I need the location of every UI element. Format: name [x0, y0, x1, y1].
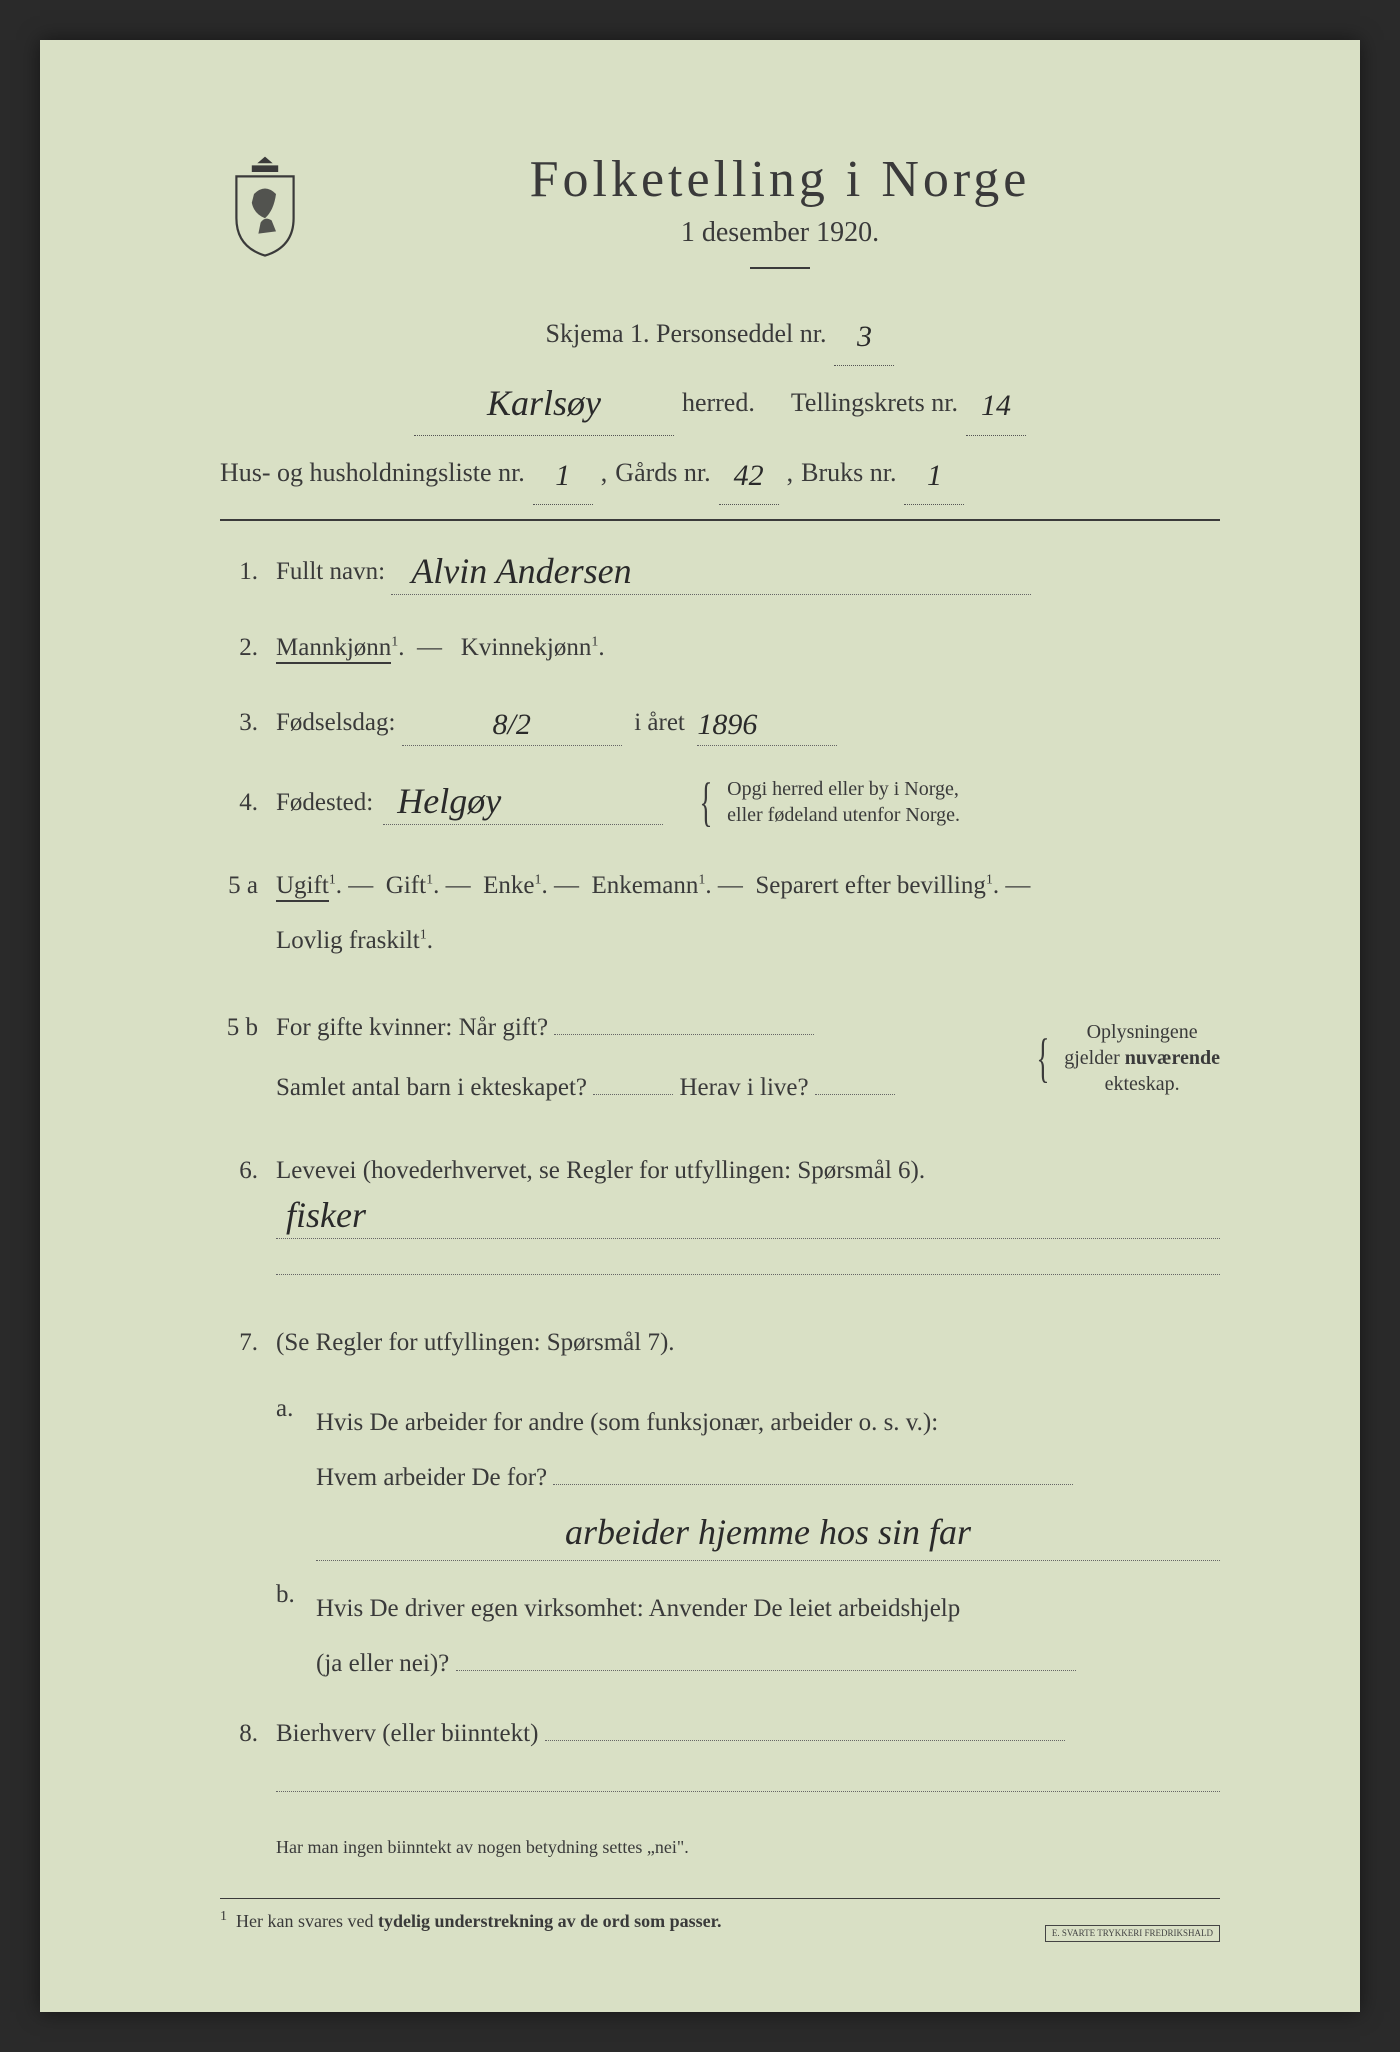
q2-num: 2. [220, 625, 258, 670]
q1-num: 1. [220, 549, 258, 594]
q6-label: Levevei (hovederhvervet, se Regler for u… [276, 1157, 925, 1184]
q7a-l2: Hvem arbeider De for? [316, 1464, 547, 1491]
q5a: 5 a Ugift1. — Gift1. — Enke1. — Enkemann… [220, 858, 1220, 968]
q3-label: Fødselsdag: [276, 709, 395, 736]
bruks-label: Bruks nr. [801, 442, 896, 504]
census-form: Folketelling i Norge 1 desember 1920. Sk… [40, 40, 1360, 2012]
q3: 3. Fødselsdag: 8/2 i året 1896 [220, 700, 1220, 746]
gards-nr: 42 [734, 461, 764, 491]
title-block: Folketelling i Norge 1 desember 1920. [340, 150, 1220, 269]
q3-day: 8/2 [493, 710, 531, 740]
q2-kvinne: Kvinnekjønn [461, 634, 592, 661]
q1-label: Fullt navn: [276, 558, 385, 585]
q5a-num: 5 a [220, 863, 258, 908]
q1: 1. Fullt navn: Alvin Andersen [220, 549, 1220, 595]
q7a-l1: Hvis De arbeider for andre (som funksjon… [316, 1409, 938, 1436]
q7a-value: arbeider hjemme hos sin far [565, 1514, 971, 1550]
q1-value: Alvin Andersen [411, 553, 631, 589]
q7a-label: a. [276, 1395, 298, 1561]
tellingskrets-label: Tellingskrets nr. [791, 372, 958, 434]
skjema-label: Skjema 1. Personseddel nr. [546, 303, 827, 365]
q5a-opt-fraskilt: Lovlig fraskilt [276, 927, 420, 954]
q3-mid: i året [634, 709, 685, 736]
q3-year: 1896 [697, 710, 757, 740]
q3-num: 3. [220, 700, 258, 745]
q7: 7. (Se Regler for utfyllingen: Spørsmål … [220, 1320, 1220, 1365]
q2-mann: Mannkjønn [276, 634, 391, 664]
q4: 4. Fødested: Helgøy { Opgi herred eller … [220, 776, 1220, 828]
q7b-l1: Hvis De driver egen virksomhet: Anvender… [316, 1595, 960, 1622]
q5b-l2a: Samlet antal barn i ekteskapet? [276, 1074, 587, 1101]
q7a: a. Hvis De arbeider for andre (som funks… [276, 1395, 1220, 1561]
herred-value: Karlsøy [487, 385, 601, 421]
brace-icon: { [700, 789, 713, 816]
divider [220, 519, 1220, 521]
bruks-nr: 1 [927, 461, 942, 491]
herred-label: herred. [682, 372, 755, 434]
q7-label: (Se Regler for utfyllingen: Spørsmål 7). [276, 1329, 675, 1356]
q7b-label: b. [276, 1581, 298, 1691]
q7b: b. Hvis De driver egen virksomhet: Anven… [276, 1581, 1220, 1691]
q5b-l1: For gifte kvinner: Når gift? [276, 1014, 548, 1041]
q8-num: 8. [220, 1711, 258, 1756]
q8-label: Bierhverv (eller biinntekt) [276, 1720, 538, 1747]
gards-label: Gårds nr. [615, 442, 710, 504]
header: Folketelling i Norge 1 desember 1920. [220, 150, 1220, 269]
note: Har man ingen biinntekt av nogen betydni… [276, 1837, 1220, 1858]
q4-note2: eller fødeland utenfor Norge. [727, 804, 960, 826]
q5b-note1: Oplysningene [1087, 1021, 1198, 1043]
q6-value: fisker [286, 1197, 366, 1233]
q8: 8. Bierhverv (eller biinntekt) [220, 1711, 1220, 1807]
q7b-l2: (ja eller nei)? [316, 1650, 449, 1677]
q4-num: 4. [220, 780, 258, 825]
tellingskrets-nr: 14 [981, 391, 1011, 421]
personseddel-nr: 3 [857, 322, 872, 352]
hus-label: Hus- og husholdningsliste nr. [220, 442, 525, 504]
q2: 2. Mannkjønn1. — Kvinnekjønn1. [220, 625, 1220, 670]
q7-num: 7. [220, 1320, 258, 1365]
q6-num: 6. [220, 1148, 258, 1193]
q5a-opt-gift: Gift [386, 872, 426, 899]
subtitle: 1 desember 1920. [340, 217, 1220, 249]
main-title: Folketelling i Norge [340, 150, 1220, 209]
q5b-note3: ekteskap. [1105, 1073, 1180, 1095]
hus-nr: 1 [555, 461, 570, 491]
q6: 6. Levevei (hovederhvervet, se Regler fo… [220, 1148, 1220, 1290]
q5b: 5 b For gifte kvinner: Når gift? Samlet … [220, 998, 1220, 1118]
brace-icon: { [1037, 1045, 1050, 1072]
q5a-opt-separert: Separert efter bevilling [755, 872, 985, 899]
printer-mark: E. SVARTE TRYKKERI FREDRIKSHALD [1045, 1925, 1220, 1942]
q4-value: Helgøy [397, 783, 501, 819]
q5b-l2b: Herav i live? [680, 1074, 809, 1101]
questions: 1. Fullt navn: Alvin Andersen 2. Mannkjø… [220, 549, 1220, 1858]
q5a-opt-enke: Enke [483, 872, 534, 899]
q5a-opt-ugift: Ugift [276, 872, 329, 902]
footnote-rule [220, 1898, 1220, 1899]
q4-label: Fødested: [276, 780, 373, 825]
title-rule [750, 267, 810, 269]
q4-note1: Opgi herred eller by i Norge, [727, 778, 959, 800]
coat-of-arms-icon [220, 150, 310, 260]
meta-section: Skjema 1. Personseddel nr. 3 Karlsøy her… [220, 303, 1220, 505]
q5b-num: 5 b [220, 1005, 258, 1050]
q5a-opt-enkemann: Enkemann [591, 872, 698, 899]
